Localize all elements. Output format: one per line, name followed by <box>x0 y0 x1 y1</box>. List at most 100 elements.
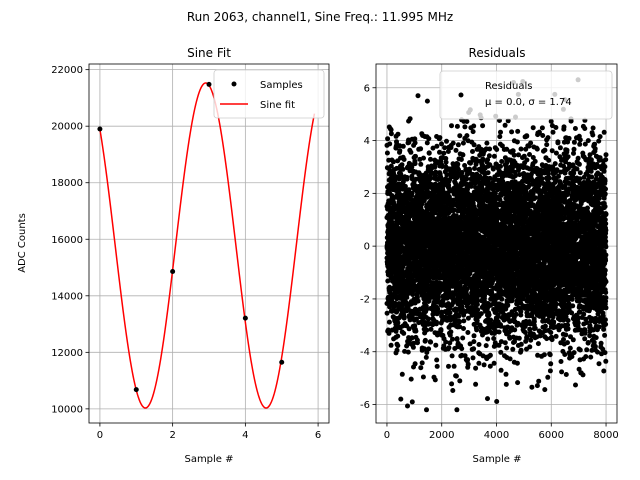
residual-point <box>443 159 449 165</box>
residual-point <box>395 333 401 339</box>
residual-point <box>418 161 424 167</box>
residual-point <box>430 145 436 151</box>
residual-point <box>388 342 394 348</box>
residual-point <box>471 123 477 129</box>
residual-point <box>481 362 487 368</box>
residual-point <box>386 319 392 325</box>
residual-point <box>426 316 431 322</box>
residual-point <box>464 176 470 182</box>
residual-point <box>446 345 452 351</box>
residual-point <box>387 141 393 147</box>
residual-point <box>510 148 516 154</box>
sine-fit-legend: Samples Sine fit <box>213 69 325 119</box>
residual-point <box>486 153 492 159</box>
residual-point <box>465 361 471 367</box>
residual-point <box>435 306 441 312</box>
residual-point <box>513 311 519 317</box>
residual-point <box>512 173 518 179</box>
residual-point <box>460 152 466 158</box>
residual-point <box>421 346 427 352</box>
sine-fit-title: Sine Fit <box>187 46 231 60</box>
residual-point <box>498 163 503 169</box>
residual-point <box>461 318 467 324</box>
residual-point <box>491 153 497 159</box>
residual-point <box>421 155 426 161</box>
residual-point <box>428 156 433 162</box>
residual-point <box>457 319 462 325</box>
residual-point <box>424 140 430 146</box>
residual-point <box>518 341 524 347</box>
residual-point <box>453 373 459 379</box>
residual-point <box>401 330 407 336</box>
residual-point <box>510 346 516 352</box>
residual-point <box>487 352 493 358</box>
residual-point <box>518 309 524 315</box>
sine-fit-ytick-label: 14000 <box>51 291 83 302</box>
sine-fit-xtick-label: 6 <box>315 430 321 441</box>
residual-point <box>471 142 477 148</box>
residual-point <box>516 335 522 341</box>
legend-samples-label: Samples <box>260 80 303 91</box>
residual-point <box>454 336 460 342</box>
residual-point <box>460 140 466 146</box>
residual-point <box>470 355 476 361</box>
residual-point <box>388 163 394 169</box>
residual-point <box>384 150 390 156</box>
residual-point <box>486 312 492 318</box>
sine-fit-ytick-label: 20000 <box>51 122 83 133</box>
residual-point <box>491 360 497 366</box>
residual-point <box>424 306 430 312</box>
residual-point <box>402 183 408 189</box>
residual-point <box>464 119 470 124</box>
sine-fit-ytick-label: 16000 <box>51 235 83 246</box>
residual-point <box>384 310 390 316</box>
residual-point <box>412 140 418 146</box>
residual-point <box>505 302 511 308</box>
residual-point <box>434 143 440 149</box>
residual-point <box>395 343 401 349</box>
sine-fit-sample-points <box>97 81 285 393</box>
residual-point <box>412 136 418 142</box>
residual-point <box>485 336 491 342</box>
residual-point <box>399 162 405 168</box>
residual-point <box>454 407 460 413</box>
residual-point <box>478 311 484 317</box>
residual-point <box>439 141 444 147</box>
residual-point <box>449 123 454 129</box>
residual-point <box>450 388 456 393</box>
residual-point <box>494 399 500 404</box>
residual-point <box>438 327 444 333</box>
residual-point <box>395 131 401 137</box>
residual-point <box>503 381 509 387</box>
residual-point <box>498 129 503 135</box>
residual-point <box>401 315 407 321</box>
residual-point <box>457 133 463 139</box>
residual-point <box>414 294 420 300</box>
residual-point <box>475 307 481 313</box>
residual-point <box>465 357 471 363</box>
residual-point <box>385 136 391 142</box>
residual-point <box>401 157 407 162</box>
sine-fit-xtick-label: 2 <box>169 430 175 441</box>
residual-point <box>405 306 411 311</box>
residual-point <box>434 319 439 325</box>
residual-point <box>460 335 466 341</box>
residual-point <box>388 127 394 133</box>
residual-point <box>434 357 440 363</box>
residual-point <box>433 342 439 348</box>
residual-point <box>424 98 430 104</box>
sine-fit-ytick-label: 12000 <box>51 348 83 359</box>
sine-fit-xtick-label: 0 <box>97 430 103 441</box>
residual-point <box>473 381 479 387</box>
residual-point <box>422 337 428 343</box>
residual-point <box>424 407 429 413</box>
residual-point <box>462 124 468 130</box>
legend-sine-fit-label: Sine fit <box>260 100 295 111</box>
residual-point <box>414 316 419 322</box>
residual-point <box>405 403 410 409</box>
residual-point <box>441 150 447 156</box>
residual-point <box>473 365 479 371</box>
residual-point <box>412 161 418 167</box>
residual-point <box>425 282 431 288</box>
